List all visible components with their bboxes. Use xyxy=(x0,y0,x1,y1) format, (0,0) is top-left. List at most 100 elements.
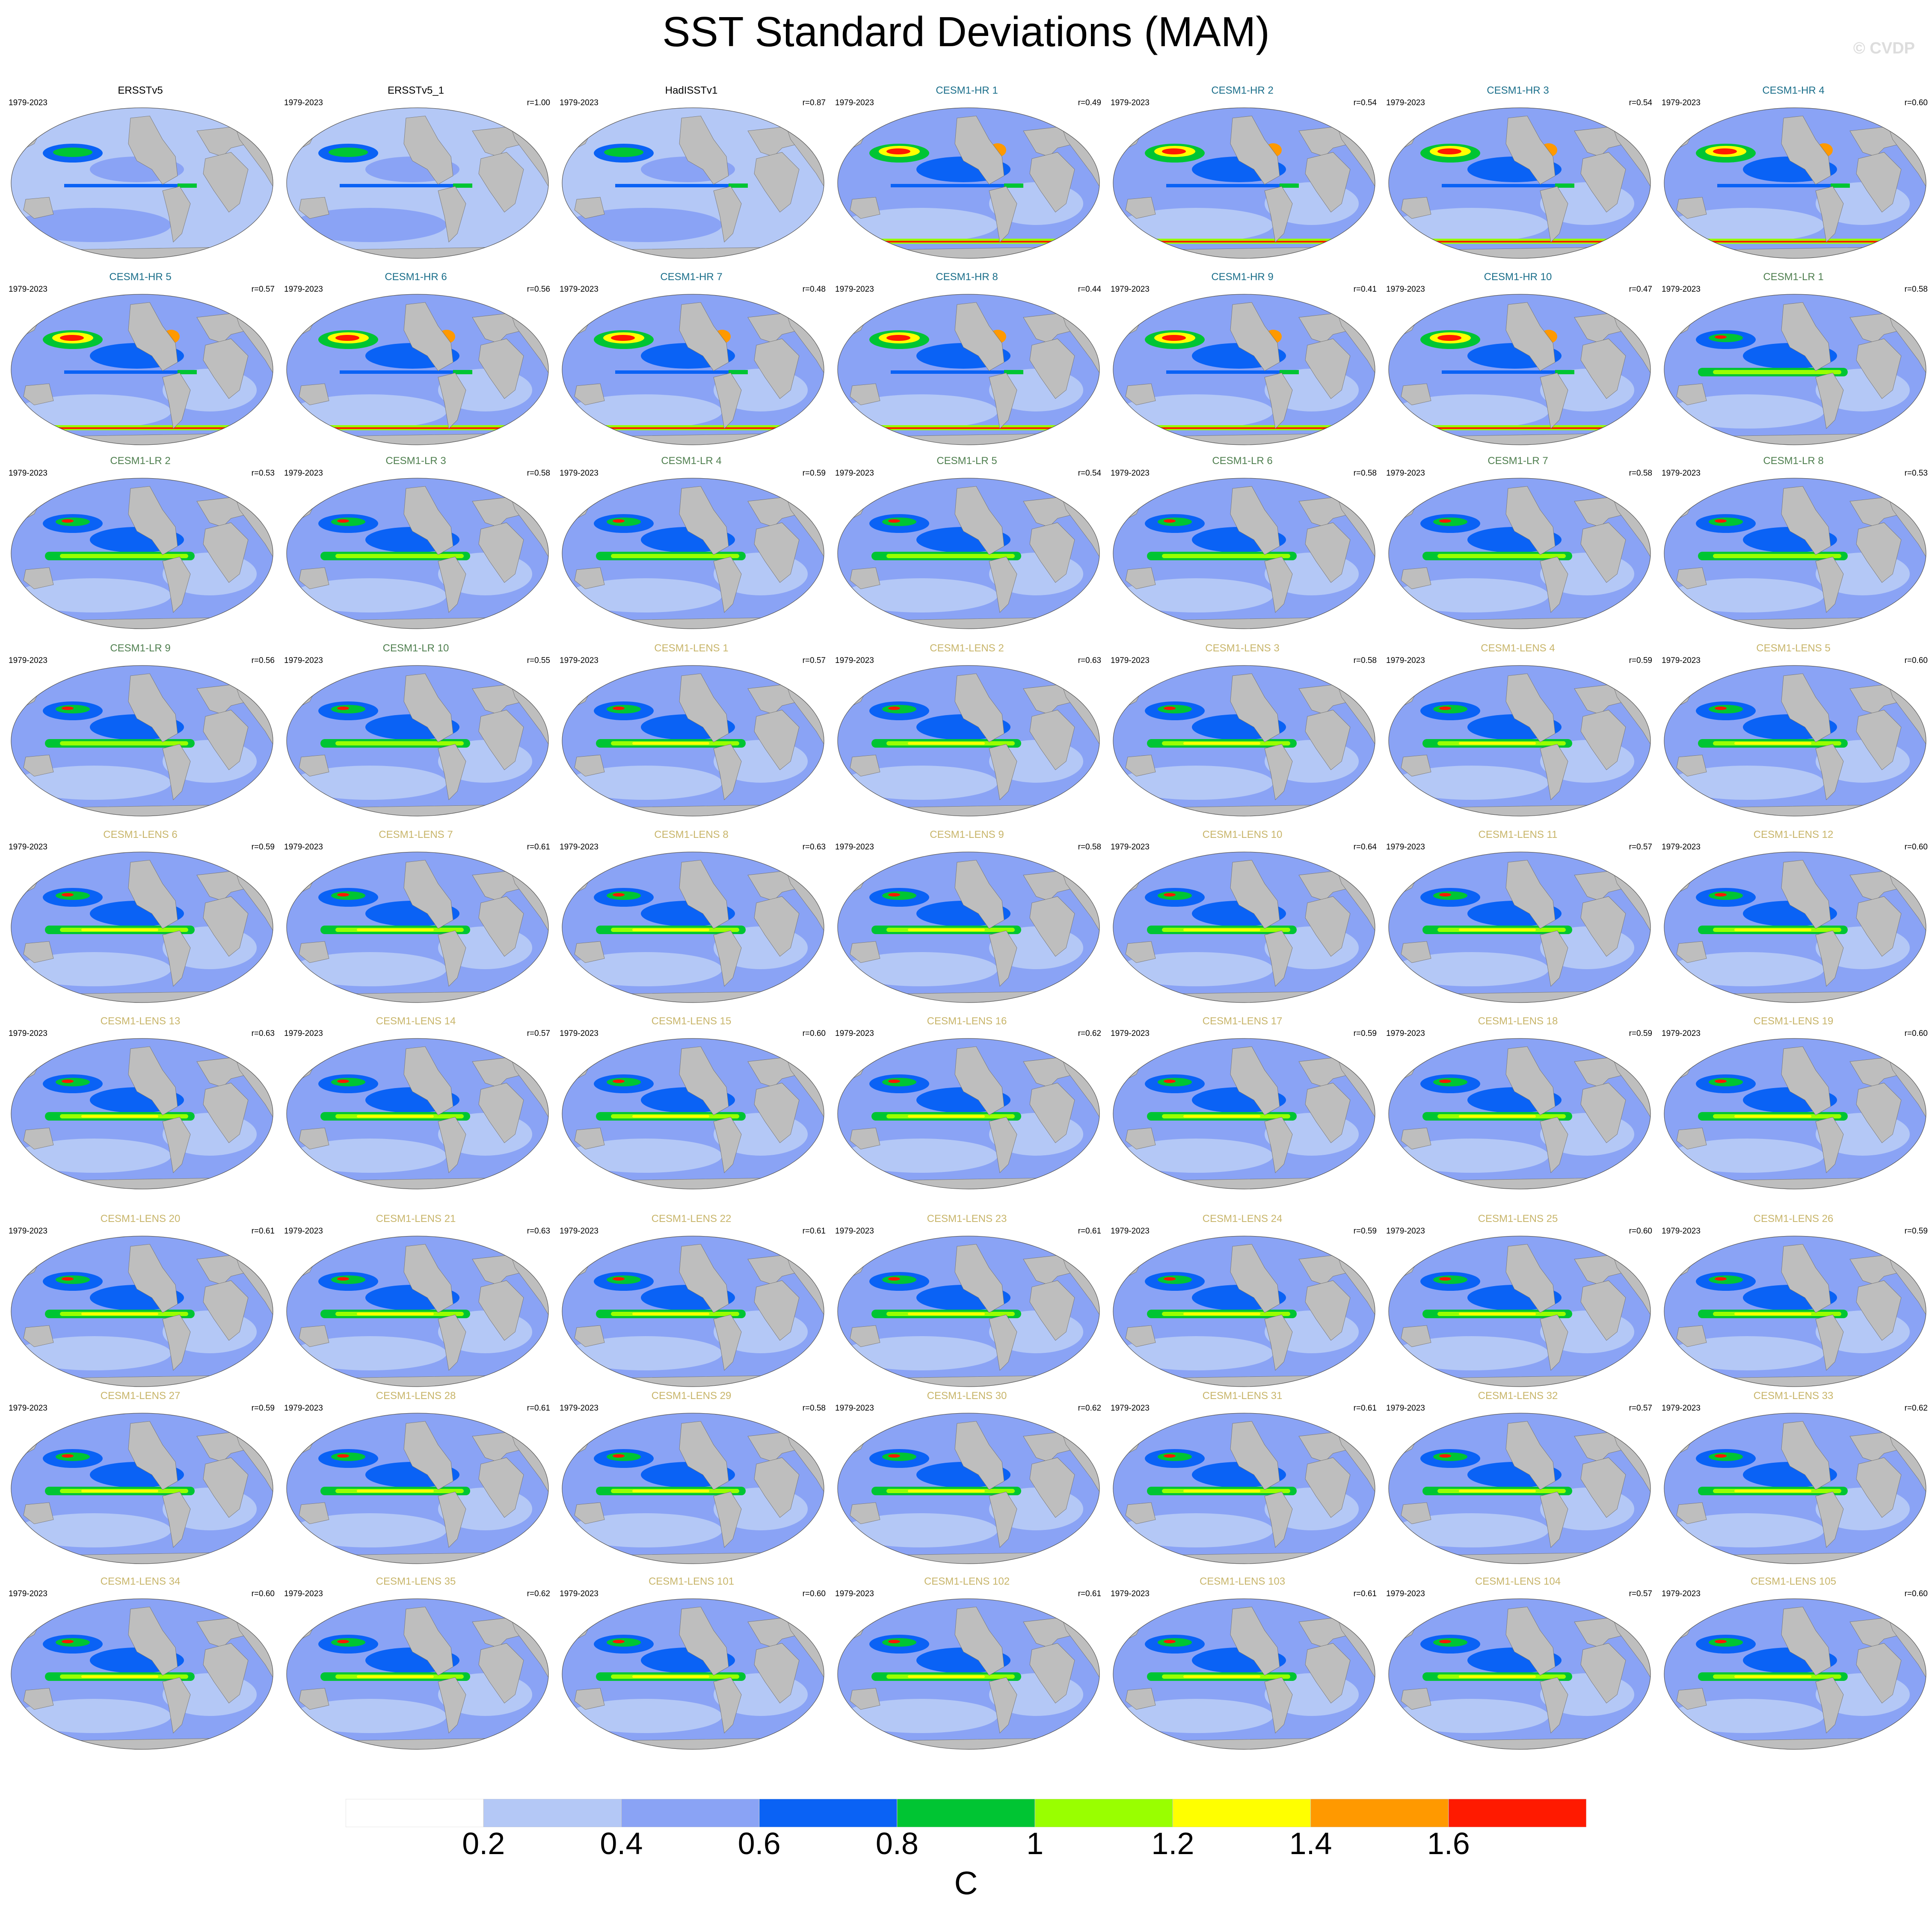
panel-years: 1979-2023 xyxy=(1111,1404,1150,1413)
panel-years: 1979-2023 xyxy=(1386,1404,1425,1413)
colorbar-segment xyxy=(897,1799,1035,1827)
panel-title: CESM1-LR 7 xyxy=(1488,455,1548,467)
panel-title: CESM1-LENS 29 xyxy=(651,1390,732,1402)
panel-pattern-correlation: r=0.59 xyxy=(251,1404,275,1413)
panel-years: 1979-2023 xyxy=(835,1589,874,1598)
map-panel: CESM1-LENS 14 1979-2023 r=0.57 xyxy=(279,1015,553,1195)
map-panel: CESM1-LR 1 1979-2023 r=0.58 xyxy=(1656,271,1930,451)
colorbar-segment xyxy=(621,1799,760,1827)
world-map xyxy=(1664,107,1926,259)
world-map xyxy=(562,478,824,629)
map-panel: CESM1-LENS 35 1979-2023 r=0.62 xyxy=(279,1576,553,1755)
world-map xyxy=(837,1413,1100,1564)
panel-years: 1979-2023 xyxy=(1386,469,1425,478)
panel-title: CESM1-LENS 11 xyxy=(1478,829,1558,840)
world-map xyxy=(11,294,273,445)
panel-title: CESM1-LENS 26 xyxy=(1753,1213,1834,1225)
panel-title: CESM1-LR 1 xyxy=(1763,271,1824,283)
world-map xyxy=(11,107,273,259)
panel-pattern-correlation: r=0.59 xyxy=(1629,1029,1652,1038)
panel-pattern-correlation: r=0.59 xyxy=(1353,1029,1377,1038)
panel-title: CESM1-LR 8 xyxy=(1763,455,1824,467)
panel-title: CESM1-LENS 15 xyxy=(651,1015,732,1027)
panel-pattern-correlation: r=0.57 xyxy=(802,656,826,665)
world-map xyxy=(1664,665,1926,816)
panel-years: 1979-2023 xyxy=(1662,469,1701,478)
panel-pattern-correlation: r=0.56 xyxy=(251,656,275,665)
panel-title: CESM1-LR 4 xyxy=(661,455,722,467)
panel-years: 1979-2023 xyxy=(9,1029,47,1038)
map-panel: CESM1-HR 1 1979-2023 r=0.49 xyxy=(830,85,1104,264)
map-panel: CESM1-LR 7 1979-2023 r=0.58 xyxy=(1381,455,1655,635)
panel-title: CESM1-LENS 33 xyxy=(1753,1390,1834,1402)
world-map xyxy=(286,478,549,629)
panel-pattern-correlation: r=0.61 xyxy=(1353,1404,1377,1413)
panel-years: 1979-2023 xyxy=(835,843,874,852)
colorbar-segment xyxy=(346,1799,484,1827)
panel-title: CESM1-LENS 30 xyxy=(927,1390,1007,1402)
panel-years: 1979-2023 xyxy=(835,98,874,107)
map-panel: CESM1-LR 10 1979-2023 r=0.55 xyxy=(279,642,553,822)
colorbar-segment xyxy=(1034,1799,1173,1827)
map-panel: CESM1-LENS 18 1979-2023 r=0.59 xyxy=(1381,1015,1655,1195)
panel-pattern-correlation: r=0.60 xyxy=(251,1589,275,1598)
panel-pattern-correlation: r=0.61 xyxy=(1078,1227,1101,1236)
panel-title: CESM1-LENS 102 xyxy=(924,1576,1010,1587)
map-panel: CESM1-LENS 1 1979-2023 r=0.57 xyxy=(554,642,828,822)
panel-title: CESM1-LR 2 xyxy=(110,455,171,467)
world-map xyxy=(1113,1038,1375,1189)
panel-pattern-correlation: r=0.60 xyxy=(1904,1029,1928,1038)
panel-years: 1979-2023 xyxy=(835,1029,874,1038)
panel-title: CESM1-LENS 18 xyxy=(1478,1015,1558,1027)
world-map xyxy=(1388,665,1651,816)
panel-title: CESM1-LENS 104 xyxy=(1475,1576,1561,1587)
panel-title: CESM1-LENS 13 xyxy=(100,1015,181,1027)
map-panel: HadISSTv1 1979-2023 r=0.87 xyxy=(554,85,828,264)
world-map xyxy=(286,294,549,445)
panel-title: CESM1-LENS 105 xyxy=(1750,1576,1837,1587)
panel-years: 1979-2023 xyxy=(835,656,874,665)
panel-title: CESM1-LENS 8 xyxy=(654,829,729,840)
map-panel: CESM1-LENS 3 1979-2023 r=0.58 xyxy=(1105,642,1379,822)
map-panel: CESM1-LENS 11 1979-2023 r=0.57 xyxy=(1381,829,1655,1009)
world-map xyxy=(562,1038,824,1189)
panel-pattern-correlation: r=0.60 xyxy=(1904,1589,1928,1598)
panel-years: 1979-2023 xyxy=(1662,656,1701,665)
panel-years: 1979-2023 xyxy=(1386,656,1425,665)
map-panel: CESM1-HR 9 1979-2023 r=0.41 xyxy=(1105,271,1379,451)
colorbar xyxy=(346,1799,1586,1827)
map-panel: CESM1-LR 2 1979-2023 r=0.53 xyxy=(3,455,277,635)
panel-years: 1979-2023 xyxy=(835,1227,874,1236)
figure-title: SST Standard Deviations (MAM) xyxy=(662,8,1270,55)
world-map xyxy=(562,1236,824,1387)
panel-years: 1979-2023 xyxy=(560,656,599,665)
map-panel: CESM1-LENS 103 1979-2023 r=0.61 xyxy=(1105,1576,1379,1755)
world-map xyxy=(286,1038,549,1189)
map-panel: CESM1-LENS 26 1979-2023 r=0.59 xyxy=(1656,1213,1930,1393)
panel-pattern-correlation: r=0.57 xyxy=(1629,1589,1652,1598)
world-map xyxy=(562,1598,824,1750)
panel-pattern-correlation: r=0.58 xyxy=(1353,656,1377,665)
world-map xyxy=(286,665,549,816)
panel-pattern-correlation: r=0.53 xyxy=(1904,469,1928,478)
colorbar-tick-label: 0.4 xyxy=(600,1827,643,1861)
map-panel: CESM1-LENS 24 1979-2023 r=0.59 xyxy=(1105,1213,1379,1393)
world-map xyxy=(1388,1236,1651,1387)
panel-title: CESM1-HR 10 xyxy=(1484,271,1552,283)
map-panel: CESM1-LENS 34 1979-2023 r=0.60 xyxy=(3,1576,277,1755)
map-panel: CESM1-LENS 33 1979-2023 r=0.62 xyxy=(1656,1390,1930,1570)
panel-years: 1979-2023 xyxy=(284,843,323,852)
colorbar-segment xyxy=(1172,1799,1311,1827)
panel-years: 1979-2023 xyxy=(284,1404,323,1413)
panel-pattern-correlation: r=0.54 xyxy=(1353,98,1377,107)
panel-years: 1979-2023 xyxy=(284,1227,323,1236)
map-panel: CESM1-LENS 5 1979-2023 r=0.60 xyxy=(1656,642,1930,822)
map-panel: CESM1-HR 4 1979-2023 r=0.60 xyxy=(1656,85,1930,264)
world-map xyxy=(1664,478,1926,629)
map-panel: CESM1-LENS 101 1979-2023 r=0.60 xyxy=(554,1576,828,1755)
panel-years: 1979-2023 xyxy=(284,656,323,665)
map-panel: CESM1-HR 3 1979-2023 r=0.54 xyxy=(1381,85,1655,264)
colorbar-tick-label: 0.8 xyxy=(875,1827,919,1861)
map-panel: CESM1-LENS 15 1979-2023 r=0.60 xyxy=(554,1015,828,1195)
panel-title: CESM1-LENS 32 xyxy=(1478,1390,1558,1402)
